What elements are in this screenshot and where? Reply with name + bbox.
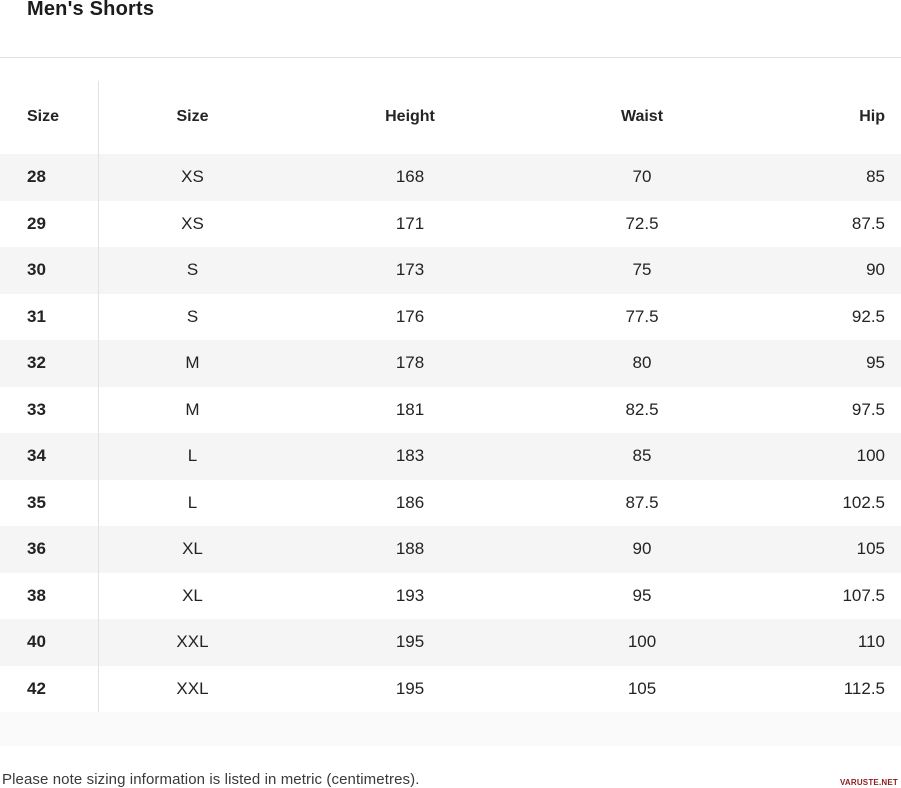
cell-size-letter: S — [186, 306, 199, 326]
cell-waist: 90 — [632, 539, 652, 559]
cell-size-numeric: 30 — [27, 260, 46, 280]
varuste-net-watermark: VARUSTE.NET — [839, 778, 898, 787]
cell-height: 176 — [395, 306, 425, 326]
cell-height: 193 — [395, 585, 425, 605]
cell-waist: 80 — [632, 353, 652, 373]
table-row: 38 XL 193 95 107.5 — [0, 572, 901, 619]
cell-hip: 102.5 — [842, 492, 885, 512]
cell-height: 195 — [395, 678, 425, 698]
cell-hip: 85 — [866, 167, 885, 187]
column-header-size-letter: Size — [176, 107, 209, 125]
cell-hip: 110 — [857, 632, 885, 652]
table-row: 42 XXL 195 105 112.5 — [0, 665, 901, 712]
cell-size-letter: S — [186, 260, 199, 280]
page-title: Men's Shorts — [27, 0, 155, 20]
cell-waist: 75 — [632, 260, 652, 280]
cell-size-numeric: 29 — [27, 213, 46, 233]
cell-waist: 72.5 — [625, 213, 659, 233]
cell-waist: 95 — [632, 585, 652, 605]
table-row: 29 XS 171 72.5 87.5 — [0, 200, 901, 247]
cell-size-letter: M — [185, 353, 200, 373]
column-header-waist: Waist — [620, 107, 664, 125]
cell-size-numeric: 36 — [27, 539, 46, 559]
first-column-divider — [98, 81, 99, 712]
cell-height: 168 — [395, 167, 425, 187]
column-header-size-numeric: Size — [27, 107, 60, 125]
cell-height: 195 — [395, 632, 425, 652]
cell-size-numeric: 33 — [27, 399, 46, 419]
cell-hip: 95 — [866, 353, 885, 373]
table-header-row: Size Size Height Waist Hip — [0, 57, 901, 154]
cell-height: 171 — [395, 213, 425, 233]
cell-waist: 70 — [632, 167, 652, 187]
cell-waist: 85 — [632, 446, 652, 466]
table-row: 35 L 186 87.5 102.5 — [0, 479, 901, 526]
cell-height: 181 — [395, 399, 425, 419]
cell-height: 178 — [395, 353, 425, 373]
table-top-border — [0, 57, 901, 58]
column-header-height: Height — [385, 107, 435, 125]
table-bottom-band — [0, 712, 901, 746]
cell-size-letter: XXL — [176, 632, 209, 652]
cell-hip: 112.5 — [843, 678, 885, 698]
cell-hip: 100 — [856, 446, 885, 466]
table-row: 33 M 181 82.5 97.5 — [0, 386, 901, 433]
cell-size-numeric: 42 — [27, 678, 46, 698]
table-row: 28 XS 168 70 85 — [0, 154, 901, 201]
cell-size-letter: XXL — [176, 678, 209, 698]
cell-height: 173 — [395, 260, 425, 280]
cell-hip: 90 — [866, 260, 885, 280]
cell-hip: 97.5 — [851, 399, 885, 419]
cell-waist: 77.5 — [625, 306, 659, 326]
cell-size-numeric: 31 — [27, 306, 46, 326]
cell-size-numeric: 28 — [27, 167, 46, 187]
table-row: 32 M 178 80 95 — [0, 340, 901, 387]
column-header-hip: Hip — [859, 107, 885, 125]
table-row: 31 S 176 77.5 92.5 — [0, 293, 901, 340]
cell-size-letter: XL — [182, 585, 203, 605]
cell-size-numeric: 40 — [27, 632, 46, 652]
cell-waist: 105 — [627, 678, 657, 698]
table-row: 30 S 173 75 90 — [0, 247, 901, 294]
table-body: 28 XS 168 70 85 29 XS 171 72.5 87.5 30 S… — [0, 154, 901, 712]
cell-hip: 105 — [856, 539, 885, 559]
cell-waist: 82.5 — [625, 399, 659, 419]
cell-size-numeric: 34 — [27, 446, 46, 466]
cell-hip: 92.5 — [851, 306, 885, 326]
metric-units-note: Please note sizing information is listed… — [2, 771, 420, 788]
cell-waist: 100 — [627, 632, 657, 652]
cell-hip: 87.5 — [851, 213, 885, 233]
cell-height: 188 — [395, 539, 425, 559]
cell-size-letter: XL — [182, 539, 203, 559]
cell-size-letter: L — [187, 446, 198, 466]
cell-height: 183 — [395, 446, 425, 466]
table-row: 36 XL 188 90 105 — [0, 526, 901, 573]
cell-waist: 87.5 — [625, 492, 659, 512]
cell-size-numeric: 35 — [27, 492, 46, 512]
cell-size-letter: M — [185, 399, 200, 419]
cell-size-numeric: 32 — [27, 353, 46, 373]
cell-size-letter: L — [187, 492, 198, 512]
table-row: 40 XXL 195 100 110 — [0, 619, 901, 666]
cell-hip: 107.5 — [842, 585, 885, 605]
cell-size-letter: XS — [181, 213, 204, 233]
cell-size-numeric: 38 — [27, 585, 46, 605]
cell-height: 186 — [395, 492, 425, 512]
table-row: 34 L 183 85 100 — [0, 433, 901, 480]
cell-size-letter: XS — [181, 167, 204, 187]
